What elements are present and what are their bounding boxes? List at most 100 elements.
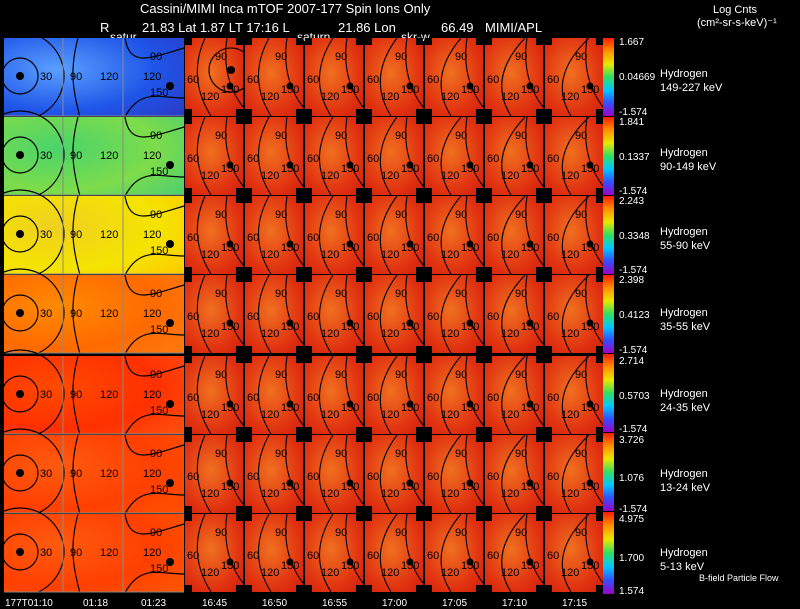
image-panel	[185, 513, 244, 593]
contour-label: 120	[143, 71, 161, 83]
contour-label: 90	[335, 527, 347, 539]
plot-title: Cassini/MIMI Inca mTOF 2007-177 Spin Ion…	[140, 1, 431, 16]
contour-label: 150	[581, 163, 599, 175]
row-label: Hydrogen 55-90 keV	[660, 226, 711, 252]
contour-label: 120	[381, 170, 399, 182]
contour-label: 30	[40, 71, 52, 83]
contour-label: 120	[321, 249, 339, 261]
contour-label: 120	[100, 150, 118, 162]
contour-label: 120	[561, 409, 579, 421]
contour-label: 90	[70, 547, 82, 559]
colorbar-mid: 0.04669	[619, 72, 656, 83]
r-label: R	[100, 20, 110, 35]
contour-label: 90	[575, 51, 587, 63]
contour-label: 90	[150, 130, 162, 142]
image-panel	[245, 355, 304, 435]
contour-label: 60	[307, 392, 319, 404]
contour-label: 60	[247, 471, 259, 483]
contour-label: 90	[215, 527, 227, 539]
image-panel	[545, 513, 604, 593]
contour-label: 60	[427, 74, 439, 86]
contour-label: 150	[150, 324, 168, 336]
contour-label: 120	[321, 170, 339, 182]
contour-label: 120	[561, 170, 579, 182]
image-panel	[365, 513, 424, 593]
contour-label: 90	[455, 527, 467, 539]
contour-label: 120	[100, 547, 118, 559]
contour-label: 90	[275, 130, 287, 142]
contour-label: 90	[515, 369, 527, 381]
contour-label: 150	[341, 560, 359, 572]
image-panel	[425, 274, 484, 354]
colorbar	[603, 117, 614, 195]
contour-label: 60	[247, 74, 259, 86]
contour-label: 90	[150, 369, 162, 381]
contour-label: 120	[381, 91, 399, 103]
contour-label: 120	[201, 249, 219, 261]
contour-label: 90	[215, 448, 227, 460]
time-label: 16:55	[322, 598, 348, 609]
image-panel	[245, 513, 304, 593]
contour-label: 90	[575, 369, 587, 381]
contour-label: 60	[547, 232, 559, 244]
contour-label: 90	[335, 130, 347, 142]
contour-label: 150	[521, 481, 539, 493]
colorbar	[603, 354, 614, 432]
contour-label: 60	[427, 311, 439, 323]
image-panel	[305, 37, 364, 117]
contour-label: 120	[561, 488, 579, 500]
image-panel	[305, 274, 364, 354]
contour-label: 60	[367, 153, 379, 165]
contour-label: 90	[70, 229, 82, 241]
contour-label: 120	[143, 150, 161, 162]
contour-label: 90	[515, 209, 527, 221]
contour-label: 120	[143, 308, 161, 320]
contour-label: 90	[455, 288, 467, 300]
contour-label: 90	[335, 288, 347, 300]
contour-label: 90	[515, 51, 527, 63]
colorbar-max: 2.398	[619, 275, 645, 286]
image-panel	[365, 37, 424, 117]
contour-label: 90	[575, 130, 587, 142]
contour-label: 150	[461, 321, 479, 333]
contour-label: 150	[221, 560, 239, 572]
contour-label: 90	[70, 71, 82, 83]
contour-label: 150	[461, 481, 479, 493]
contour-label: 150	[461, 163, 479, 175]
contour-label: 150	[461, 84, 479, 96]
contour-label: 120	[261, 567, 279, 579]
contour-label: 120	[201, 170, 219, 182]
image-panel	[365, 355, 424, 435]
contour-label: 60	[547, 550, 559, 562]
contour-label: 120	[381, 249, 399, 261]
contour-label: 60	[247, 311, 259, 323]
contour-label: 60	[187, 392, 199, 404]
contour-label: 30	[40, 389, 52, 401]
colorbar-min: -1.574	[619, 186, 648, 197]
contour-label: 60	[367, 392, 379, 404]
time-label: 16:45	[202, 598, 228, 609]
contour-label: 90	[215, 130, 227, 142]
time-label: 01:18	[83, 598, 109, 609]
contour-label: 90	[515, 527, 527, 539]
contour-label: 150	[150, 87, 168, 99]
colorbar-mid: 0.5703	[619, 391, 650, 402]
contour-label: 90	[515, 288, 527, 300]
row-label: Hydrogen 5-13 keV	[660, 547, 708, 573]
colorbar	[603, 196, 614, 274]
contour-label: 60	[427, 153, 439, 165]
image-panel	[365, 116, 424, 196]
image-panel	[545, 274, 604, 354]
colorbar-min: -1.574	[619, 345, 648, 356]
image-panel	[365, 195, 424, 275]
image-panel	[185, 274, 244, 354]
contour-label: 150	[581, 321, 599, 333]
contour-label: 150	[401, 163, 419, 175]
contour-label: 60	[487, 232, 499, 244]
contour-label: 120	[321, 91, 339, 103]
contour-label: 120	[143, 547, 161, 559]
image-panel	[0, 268, 185, 358]
contour-label: 120	[501, 249, 519, 261]
contour-label: 60	[247, 232, 259, 244]
contour-label: 60	[487, 74, 499, 86]
